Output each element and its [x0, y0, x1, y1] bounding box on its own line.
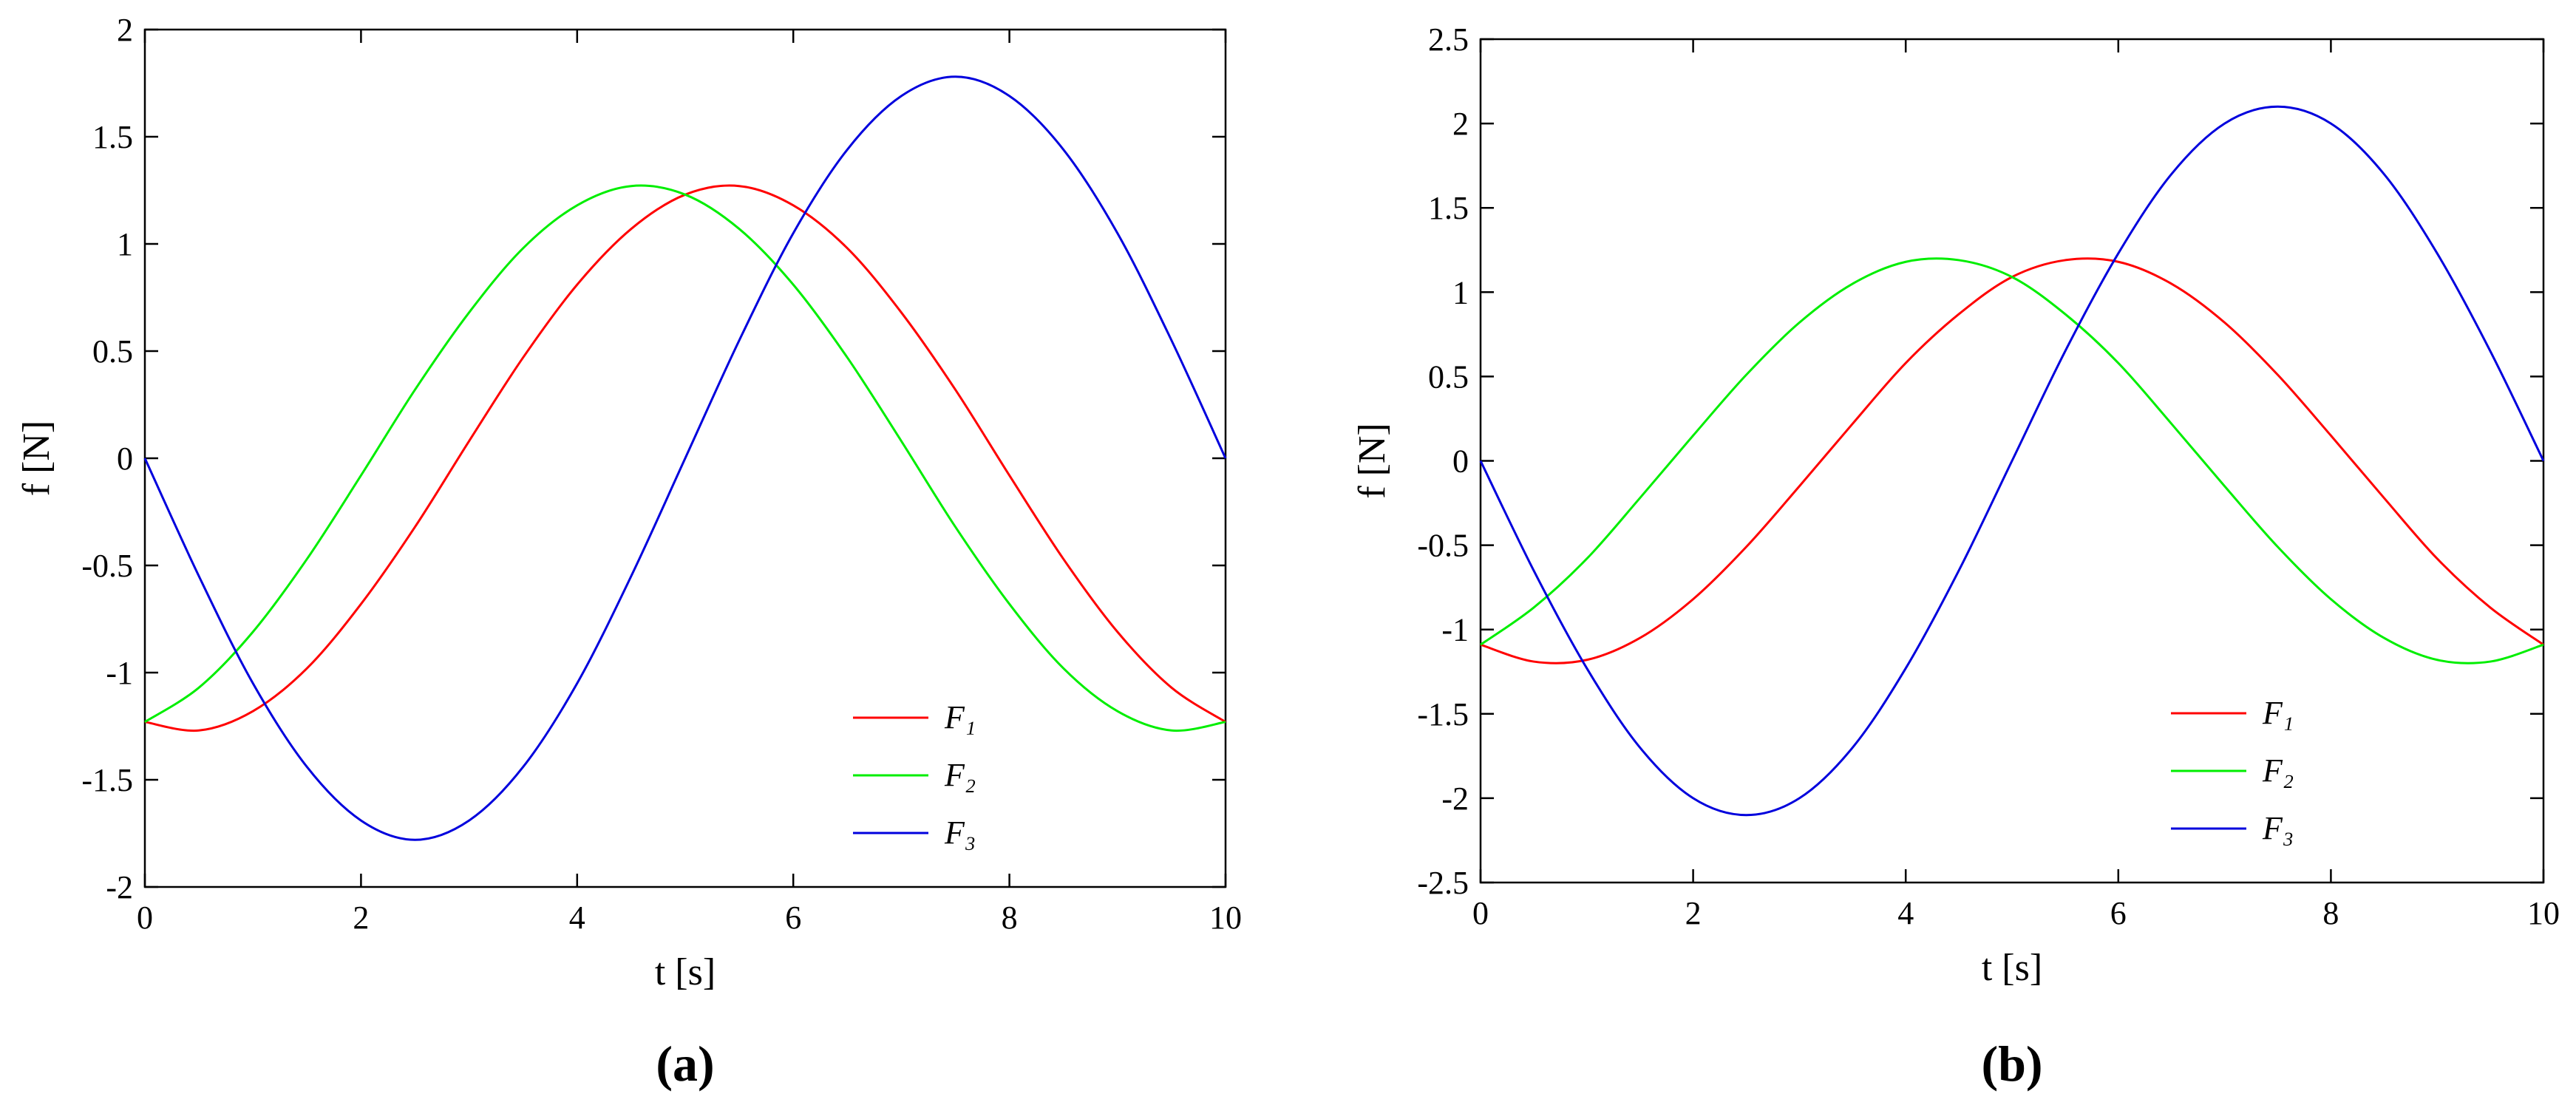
- y-tick-label: -0.5: [1417, 528, 1469, 564]
- legend-label: F₃: [944, 815, 976, 851]
- y-tick-label: -2: [106, 869, 133, 905]
- y-tick-label: -1.5: [1417, 696, 1469, 732]
- x-tick-label: 0: [137, 900, 153, 936]
- y-tick-label: -2.5: [1417, 865, 1469, 901]
- y-tick-label: -0.5: [81, 548, 133, 584]
- x-tick-label: 8: [1002, 900, 1018, 936]
- legend-label: F₁: [944, 699, 976, 735]
- y-tick-label: -1: [106, 655, 133, 691]
- legend-label: F₂: [944, 757, 976, 793]
- caption: (b): [1981, 1036, 2042, 1092]
- y-tick-label: -1: [1441, 612, 1469, 648]
- legend-label: F₂: [2262, 752, 2294, 789]
- y-tick-label: 1.5: [92, 119, 133, 155]
- legend-label: F₁: [2262, 695, 2294, 731]
- x-tick-label: 8: [2322, 895, 2339, 931]
- series-line: [1480, 257, 2544, 664]
- x-tick-label: 10: [2527, 895, 2560, 931]
- x-tick-label: 6: [2110, 895, 2127, 931]
- caption: (a): [656, 1036, 714, 1092]
- x-tick-label: 2: [353, 900, 369, 936]
- y-tick-label: 2.5: [1428, 21, 1469, 58]
- y-tick-label: 0.5: [1428, 358, 1469, 395]
- x-axis-label: t [s]: [655, 951, 716, 993]
- y-tick-label: -2: [1441, 781, 1469, 817]
- y-tick-label: 0: [117, 441, 133, 477]
- y-tick-label: 1.5: [1428, 190, 1469, 226]
- x-tick-label: 4: [1897, 895, 1914, 931]
- y-tick-label: 0: [1452, 443, 1469, 480]
- series-line: [143, 75, 1227, 841]
- y-tick-label: 0.5: [92, 333, 133, 370]
- y-tick-label: 1: [1452, 274, 1469, 310]
- x-tick-label: 0: [1472, 895, 1489, 931]
- series-line: [144, 184, 1226, 732]
- y-tick-label: 2: [117, 12, 133, 48]
- x-tick-label: 2: [1685, 895, 1702, 931]
- legend-label: F₃: [2262, 810, 2294, 846]
- y-tick-label: -1.5: [81, 762, 133, 798]
- x-tick-label: 4: [569, 900, 585, 936]
- x-tick-label: 6: [785, 900, 801, 936]
- x-tick-label: 10: [1209, 900, 1242, 936]
- series-line: [1479, 105, 2545, 817]
- y-axis-label: f [N]: [1351, 423, 1393, 499]
- y-tick-label: 2: [1452, 106, 1469, 142]
- y-tick-label: 1: [117, 226, 133, 262]
- x-axis-label: t [s]: [1982, 947, 2042, 989]
- y-axis-label: f [N]: [16, 421, 58, 497]
